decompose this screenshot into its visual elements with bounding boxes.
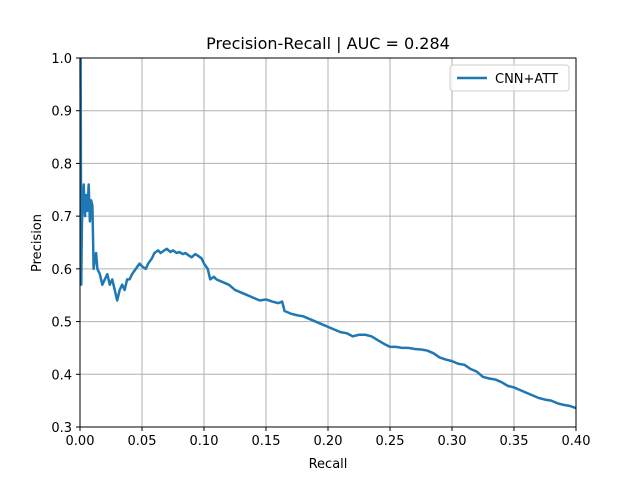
y-axis-ticks: 0.3 0.4 0.5 0.6 0.7 0.8 0.9 1.0	[51, 52, 80, 436]
x-tick-label: 0.05	[128, 434, 157, 449]
x-tick-label: 0.10	[190, 434, 219, 449]
x-tick-label: 0.40	[562, 434, 591, 449]
y-tick-label: 0.9	[51, 105, 72, 120]
y-tick-label: 1.0	[51, 52, 72, 67]
x-axis-ticks: 0.00 0.05 0.10 0.15 0.20 0.25 0.30 0.35 0.40	[66, 427, 591, 449]
x-axis-label: Recall	[309, 457, 348, 472]
y-tick-label: 0.4	[51, 368, 72, 383]
x-tick-label: 0.00	[66, 434, 95, 449]
x-tick-label: 0.20	[314, 434, 343, 449]
legend: CNN+ATT	[449, 64, 570, 92]
series-group	[79, 57, 577, 410]
legend-label-cnn-att: CNN+ATT	[495, 72, 558, 87]
x-tick-label: 0.35	[500, 434, 529, 449]
y-axis-label: Precision	[30, 214, 45, 272]
y-tick-label: 0.3	[51, 421, 72, 436]
y-tick-label: 0.5	[51, 316, 72, 331]
x-tick-label: 0.30	[438, 434, 467, 449]
series-line-cnn-att	[79, 57, 577, 410]
chart-title: Precision-Recall | AUC = 0.284	[206, 34, 450, 53]
y-tick-label: 0.7	[51, 210, 72, 225]
legend-box	[449, 64, 570, 92]
y-tick-label: 0.8	[51, 157, 72, 172]
x-tick-label: 0.15	[252, 434, 281, 449]
x-tick-label: 0.25	[376, 434, 405, 449]
y-tick-label: 0.6	[51, 263, 72, 278]
